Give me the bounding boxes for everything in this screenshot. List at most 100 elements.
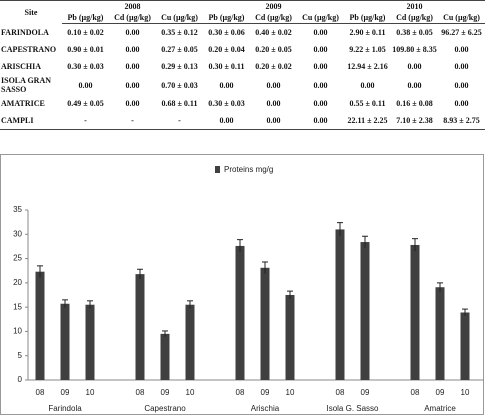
cell: - bbox=[62, 112, 109, 130]
table-row: CAPESTRANO 0.90 ± 0.01 0.00 0.27 ± 0.05 0.20… bbox=[0, 41, 485, 58]
bar bbox=[135, 274, 145, 380]
cell: 0.27 ± 0.05 bbox=[161, 45, 198, 54]
x-tick-label: 10 bbox=[186, 388, 195, 397]
x-tick-label: 09 bbox=[436, 388, 445, 397]
site: AMATRICE bbox=[1, 99, 45, 108]
bar bbox=[35, 271, 45, 380]
site: ARISCHIA bbox=[1, 62, 42, 71]
group-label: Arischia bbox=[251, 404, 280, 413]
cell: 0.40 ± 0.02 bbox=[255, 28, 292, 37]
chart: Proteins mg/g 0 5 10 15 20 25 30 35 08 09 10 Farindo… bbox=[0, 154, 484, 415]
cell: - bbox=[109, 112, 156, 130]
cell: 0.30 ± 0.03 bbox=[208, 99, 245, 108]
chart-border bbox=[0, 154, 484, 415]
site: CAMPLI bbox=[0, 112, 62, 130]
bar bbox=[435, 287, 445, 380]
cell: 0.29 ± 0.13 bbox=[161, 62, 198, 71]
bar bbox=[260, 267, 270, 380]
cell: 0.00 bbox=[454, 62, 469, 71]
cell: 0.70 ± 0.03 bbox=[161, 80, 198, 90]
x-tick-label: 10 bbox=[286, 388, 295, 397]
cell: 7.10 ± 2.38 bbox=[391, 112, 438, 130]
y-tick-label: 15 bbox=[13, 302, 22, 311]
column-header: Cu (µg/kg) bbox=[156, 12, 203, 24]
cell: 0.00 bbox=[125, 45, 140, 54]
group-label: Isola G. Sasso bbox=[326, 404, 379, 413]
cell: 0.00 bbox=[78, 80, 93, 90]
x-tick-label: 08 bbox=[336, 388, 345, 397]
column-header: Cd (µg/kg) bbox=[109, 12, 156, 24]
bar bbox=[85, 304, 95, 380]
cell: 0.49 ± 0.05 bbox=[67, 99, 104, 108]
legend-swatch bbox=[215, 166, 220, 173]
table-row: CAMPLI - - -0.00 0.00 0.00 22.11 ± 2.25 7.10 ± … bbox=[0, 112, 485, 130]
y-tick-label: 30 bbox=[13, 229, 22, 238]
x-tick-label: 10 bbox=[461, 388, 470, 397]
column-header: Pb (µg/kg) bbox=[344, 12, 391, 24]
cell: 0.00 bbox=[125, 62, 140, 71]
data-table: Site 2008 2009 2010 Pb (µg/kg) Cd (µg/kg) Cu (… bbox=[0, 0, 485, 130]
y-tick-label: 5 bbox=[18, 351, 23, 360]
cell: 12.94 ± 2.16 bbox=[347, 62, 388, 71]
cell: 0.00 bbox=[454, 80, 469, 90]
bar bbox=[410, 244, 420, 380]
bar bbox=[160, 333, 170, 380]
x-tick-label: 09 bbox=[261, 388, 270, 397]
cell: 109.80 ± 8.35 bbox=[392, 45, 437, 54]
cell: 0.35 ± 0.12 bbox=[161, 28, 198, 37]
cell: - bbox=[156, 112, 203, 130]
x-tick-label: 08 bbox=[136, 388, 145, 397]
cell: 0.16 ± 0.08 bbox=[396, 99, 433, 108]
bar bbox=[285, 295, 295, 380]
cell: 0.00 bbox=[407, 62, 422, 71]
site: FARINDOLA bbox=[1, 27, 49, 37]
column-header: Cd (µg/kg) bbox=[250, 12, 297, 24]
cell: 0.00 bbox=[219, 80, 234, 90]
cell: 2.90 ± 0.11 bbox=[349, 28, 386, 37]
cell: 0.00 bbox=[297, 112, 344, 130]
x-tick-label: 08 bbox=[236, 388, 245, 397]
site: CAPESTRANO bbox=[1, 45, 57, 54]
cell: 0.00 bbox=[313, 45, 328, 54]
column-header: Cd (µg/kg) bbox=[391, 12, 438, 24]
bar bbox=[60, 303, 70, 380]
group-label: Capestrano bbox=[144, 404, 186, 413]
cell: 0.20 ± 0.05 bbox=[255, 45, 292, 54]
table-row: ARISCHIA 0.30 ± 0.03 0.00 0.29 ± 0.13 0.30 ±… bbox=[0, 58, 485, 75]
column-header: Pb (µg/kg) bbox=[62, 12, 109, 24]
legend-label: Proteins mg/g bbox=[224, 165, 273, 174]
cell: 0.00 bbox=[313, 80, 328, 90]
cell: 0.30 ± 0.06 bbox=[208, 28, 245, 37]
cell: 0.00 bbox=[313, 62, 328, 71]
cell: 9.22 ± 1.05 bbox=[349, 45, 386, 54]
cell: 0.00 bbox=[454, 45, 469, 54]
table-row: FARINDOLA 0.10 ± 0.02 0.00 0.35 ± 0.12 0.30 … bbox=[0, 24, 485, 42]
cell: 0.20 ± 0.04 bbox=[208, 45, 245, 54]
cell: 0.00 bbox=[125, 28, 140, 37]
cell: 0.00 bbox=[313, 28, 328, 37]
cell: 0.00 bbox=[125, 99, 140, 108]
table-row: AMATRICE 0.49 ± 0.05 0.00 0.68 ± 0.11 0.30 ±… bbox=[0, 95, 485, 112]
column-header: Cu (µg/kg) bbox=[297, 12, 344, 24]
y-tick-label: 0 bbox=[18, 375, 23, 384]
x-tick-label: 08 bbox=[411, 388, 420, 397]
cell: 0.00 bbox=[203, 112, 250, 130]
bar bbox=[185, 304, 195, 380]
x-tick-label: 09 bbox=[61, 388, 70, 397]
cell: 0.10 ± 0.02 bbox=[67, 28, 104, 37]
bar bbox=[335, 229, 345, 380]
cell: 0.55 ± 0.11 bbox=[349, 99, 386, 108]
y-tick-label: 25 bbox=[13, 254, 22, 263]
cell: 0.38 ± 0.05 bbox=[396, 28, 433, 37]
cell: 0.68 ± 0.11 bbox=[161, 99, 198, 108]
bar bbox=[460, 312, 470, 380]
cell: 0.00 bbox=[125, 80, 140, 90]
group-label: Farindola bbox=[48, 404, 82, 413]
cell: 0.90 ± 0.01 bbox=[67, 45, 104, 54]
column-header: Cu (µg/kg) bbox=[438, 12, 485, 24]
column-header: Pb (µg/kg) bbox=[203, 12, 250, 24]
cell: 96.27 ± 6.25 bbox=[441, 28, 482, 37]
y-tick-label: 10 bbox=[13, 327, 22, 336]
cell: 0.20 ± 0.02 bbox=[255, 62, 292, 71]
